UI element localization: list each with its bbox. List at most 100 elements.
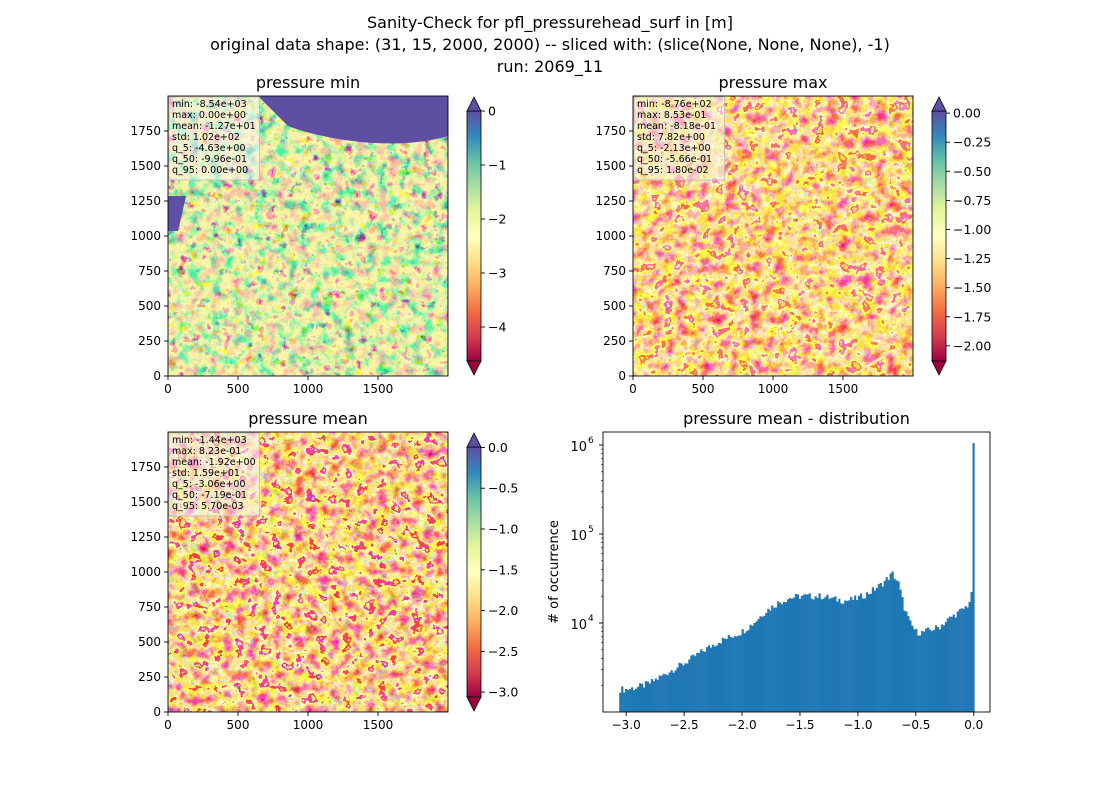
y-tick-label: 250	[138, 334, 161, 348]
y-tick-exponent: 4	[588, 614, 594, 624]
histogram-bar	[753, 623, 756, 712]
histogram-bar	[972, 443, 975, 712]
histogram-bar	[654, 678, 657, 712]
histogram-bar	[623, 692, 626, 712]
histogram-bar	[773, 607, 776, 712]
histogram-bar	[706, 647, 709, 712]
y-tick-exponent: 6	[588, 436, 594, 446]
histogram-bar	[694, 656, 697, 712]
stats-box	[168, 432, 260, 517]
histogram-bar	[711, 644, 715, 712]
histogram-bar	[784, 602, 788, 712]
histogram-bar	[915, 628, 918, 712]
colorbar-tick-label: −2.5	[488, 644, 518, 659]
colorbar-extend-min	[931, 360, 947, 376]
histogram-bar	[775, 607, 778, 712]
histogram-bar	[721, 637, 725, 712]
colorbar-tick-label: −2.00	[953, 338, 991, 353]
stats-line: min: -8.76e+02	[637, 99, 712, 110]
histogram-bar	[954, 617, 957, 712]
histogram-bar	[903, 610, 906, 712]
histogram-bar	[948, 616, 951, 712]
colorbar-tick-label: −1.00	[953, 222, 991, 237]
histogram-bar	[859, 593, 863, 712]
histogram-bar	[863, 598, 867, 712]
histogram-bar	[644, 681, 648, 712]
histogram-bar	[881, 586, 884, 712]
histogram-bar	[938, 629, 942, 712]
y-tick-label: 1500	[130, 495, 161, 509]
histogram-bar	[834, 596, 837, 712]
histogram-bar	[814, 596, 817, 712]
histogram-bar	[777, 601, 780, 712]
histogram-bar	[832, 597, 835, 712]
histogram-bar	[810, 598, 813, 712]
stats-line: std: 7.82e+00	[637, 132, 705, 143]
y-tick-label: 750	[138, 264, 161, 278]
histogram-bar	[621, 686, 624, 712]
colorbar-tick-label: 0	[488, 104, 496, 119]
stats-box	[633, 96, 725, 181]
histogram-bar	[629, 688, 632, 712]
colorbar	[931, 110, 947, 362]
histogram-bar	[771, 605, 774, 712]
histogram-bar	[792, 597, 796, 712]
y-tick-label: 1000	[595, 229, 626, 243]
histogram-bar	[767, 608, 770, 712]
histogram-bar	[749, 624, 752, 712]
stats-line: mean: -8.18e-01	[637, 121, 716, 132]
histogram-bar	[934, 625, 938, 712]
x-tick-label: 0	[164, 382, 172, 396]
histogram-bar	[946, 618, 949, 712]
histogram-bar	[761, 616, 764, 712]
histogram-bar	[804, 594, 807, 712]
histogram-bar	[765, 612, 768, 712]
figure-title-line-3: run: 2069_11	[496, 57, 604, 76]
histogram-bar	[852, 599, 855, 712]
histogram-bar	[690, 655, 693, 712]
y-tick-label: 250	[138, 670, 161, 684]
stats-line: mean: -1.92e+00	[172, 457, 256, 468]
histogram-bar	[788, 598, 792, 712]
x-tick-label: −2.0	[727, 718, 756, 732]
histogram-bar	[670, 670, 673, 712]
stats-line: q_5: -2.13e+00	[637, 143, 711, 154]
x-tick-label: 500	[227, 718, 250, 732]
y-tick-label: 250	[603, 334, 626, 348]
y-tick-label: 1750	[130, 460, 161, 474]
histogram-bar	[944, 621, 948, 712]
histogram-bar	[802, 594, 805, 712]
y-tick-label: 1250	[130, 194, 161, 208]
x-tick-label: 1000	[293, 382, 324, 396]
y-tick-label: 500	[138, 635, 161, 649]
histogram-bar	[952, 614, 955, 712]
histogram-bar	[717, 642, 721, 712]
histogram-bar	[684, 663, 687, 712]
histogram-bar	[927, 627, 930, 712]
histogram-bar	[871, 587, 874, 712]
colorbar-tick-label: −2	[488, 211, 506, 226]
histogram-bar	[816, 597, 819, 712]
histogram-bar	[702, 651, 705, 712]
colorbar-tick-label: −1	[488, 157, 506, 172]
histogram-bar	[960, 608, 963, 712]
histogram-bar	[719, 643, 723, 712]
colorbar-tick-label: −3	[488, 265, 506, 280]
histogram-bar	[715, 645, 719, 712]
histogram-bar	[743, 633, 746, 712]
stats-line: q_5: -3.06e+00	[172, 479, 246, 490]
histogram-bar	[800, 596, 803, 712]
colorbar-extend-max	[931, 96, 947, 112]
histogram-bar	[790, 598, 794, 712]
histogram-bar	[936, 627, 940, 712]
y-tick-label: 10	[570, 529, 587, 544]
histogram-bar	[842, 603, 845, 712]
figure-title-line-1: Sanity-Check for pfl_pressurehead_surf i…	[367, 13, 733, 32]
histogram-bar	[844, 600, 847, 712]
stats-line: mean: -1.27e+01	[172, 121, 256, 132]
x-tick-label: 1500	[828, 382, 859, 396]
x-tick-label: 0	[629, 382, 637, 396]
histogram-bar	[662, 673, 665, 712]
histogram-bar	[794, 594, 798, 712]
y-tick-label: 1000	[130, 565, 161, 579]
